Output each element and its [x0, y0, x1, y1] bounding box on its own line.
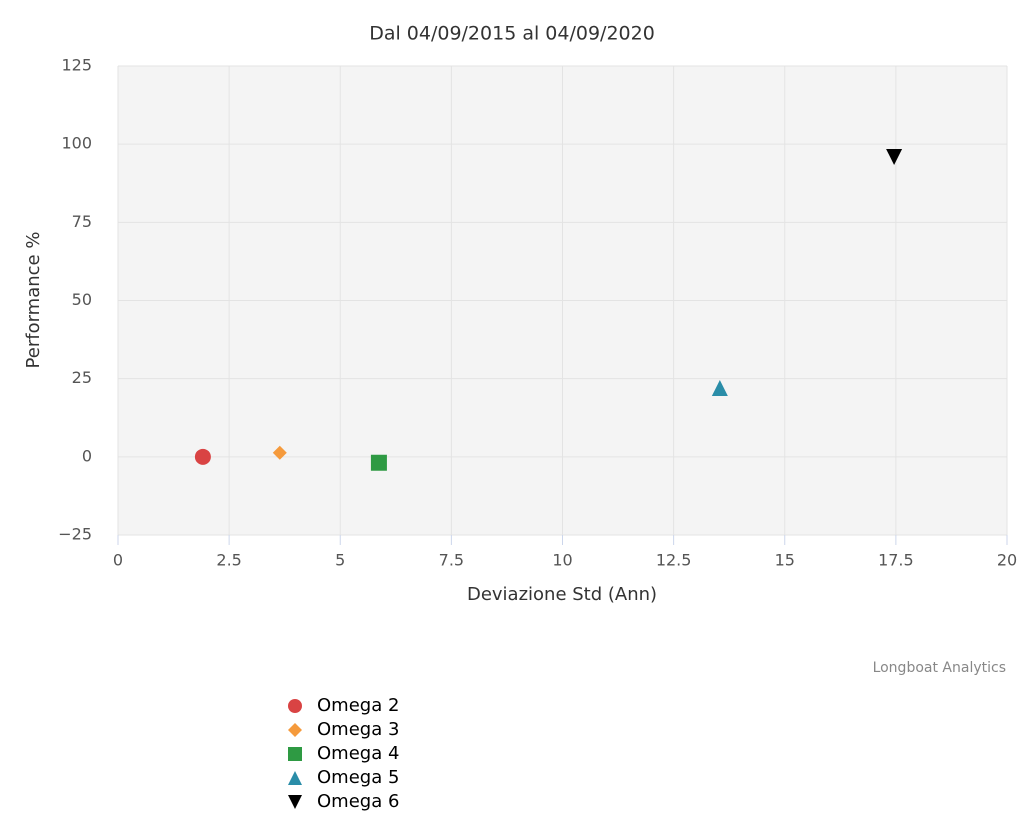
x-tick-label: 7.5	[439, 551, 464, 570]
y-tick-label: −25	[58, 525, 92, 544]
legend-marker	[288, 771, 302, 785]
legend-marker	[288, 723, 302, 737]
x-tick-label: 20	[997, 551, 1017, 570]
legend-label: Omega 2	[317, 695, 399, 716]
x-tick-label: 15	[775, 551, 795, 570]
legend-label: Omega 3	[317, 719, 399, 740]
chart-title: Dal 04/09/2015 al 04/09/2020	[369, 23, 655, 45]
legend-marker	[288, 795, 302, 809]
legend-label: Omega 5	[317, 767, 399, 788]
x-tick-label: 5	[335, 551, 345, 570]
point	[370, 454, 387, 471]
x-tick-label: 0	[113, 551, 123, 570]
y-tick-label: 75	[72, 212, 92, 231]
x-axis-title: Deviazione Std (Ann)	[467, 584, 657, 605]
x-tick-label: 2.5	[216, 551, 241, 570]
y-tick-label: 0	[82, 446, 92, 465]
x-tick-label: 12.5	[656, 551, 692, 570]
x-tick-label: 10	[552, 551, 572, 570]
legend-label: Omega 6	[317, 791, 399, 812]
point	[194, 448, 211, 465]
y-tick-label: 100	[61, 134, 92, 153]
point	[711, 380, 728, 397]
y-tick-label: 25	[72, 368, 92, 387]
y-tick-label: 50	[72, 290, 92, 309]
legend-marker	[288, 699, 302, 713]
point	[886, 148, 903, 165]
legend-marker	[288, 747, 302, 761]
credit: Longboat Analytics	[873, 660, 1006, 676]
legend-label: Omega 4	[317, 743, 399, 764]
point	[272, 445, 287, 460]
y-axis-title: Performance %	[23, 232, 44, 369]
y-tick-label: 125	[61, 56, 92, 75]
x-tick-label: 17.5	[878, 551, 914, 570]
